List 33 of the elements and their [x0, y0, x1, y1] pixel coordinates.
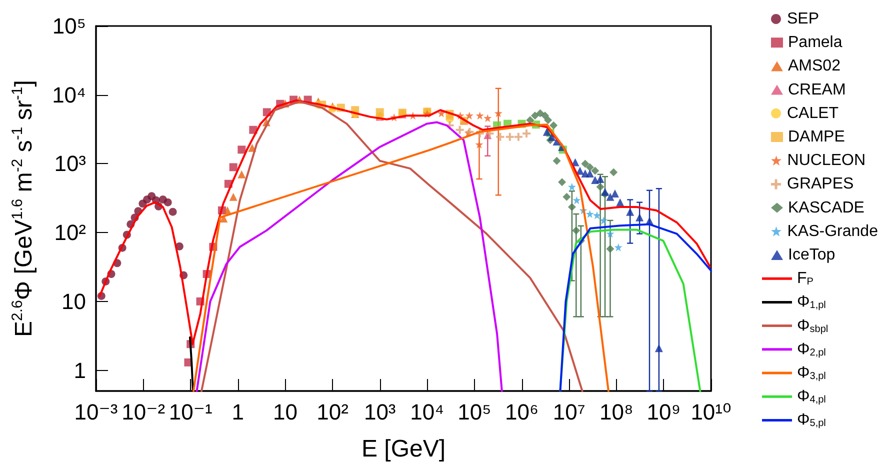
legend-label: CREAM [788, 81, 846, 98]
x-tick-label: 10⁻³ [74, 400, 118, 424]
legend-label: IceTop [788, 246, 836, 264]
x-tick-label: 10¹⁰ [690, 400, 732, 424]
y-tick-label: 10⁴ [52, 82, 86, 108]
text: E2.6Φ [GeV1.6 m-2 s-1 sr-1] [9, 80, 38, 337]
y-tick-label: 10³ [54, 151, 86, 176]
x-tick-label: 10⁵ [458, 400, 492, 424]
x-tick-label: 10⁷ [552, 400, 586, 424]
legend-label: SEP [787, 10, 820, 28]
x-tick-label: 10³ [364, 400, 396, 424]
legend-label: GRAPES [787, 176, 854, 193]
y-tick-label: 10² [54, 220, 86, 246]
y-tick-label: 1 [74, 358, 86, 383]
legend-label: AMS02 [788, 58, 841, 75]
legend-label: Pamela [788, 34, 842, 52]
x-tick-label: 10⁻² [122, 400, 166, 424]
y-tick-label: 10 [62, 288, 86, 314]
legend-label: DAMPE [788, 128, 845, 146]
x-tick-label: 1 [232, 400, 244, 424]
x-tick-label: 10⁻¹ [168, 400, 212, 424]
x-tick-label: 10⁶ [505, 400, 539, 424]
x-tick-label: 10 [272, 400, 298, 424]
legend-label: CALET [787, 104, 839, 122]
x-tick-label: 10² [316, 400, 348, 424]
legend-label: KASCADE [788, 199, 864, 216]
y-tick-label: 10⁵ [52, 14, 86, 38]
legend-label: NUCLEON [787, 152, 866, 170]
x-tick-label: 10⁸ [600, 400, 634, 424]
x-tick-label: 10⁹ [646, 400, 681, 424]
x-axis-title: E [GeV] [361, 436, 446, 462]
legend-label: KAS-Grande [787, 222, 878, 240]
x-tick-label: 10⁴ [410, 400, 444, 424]
